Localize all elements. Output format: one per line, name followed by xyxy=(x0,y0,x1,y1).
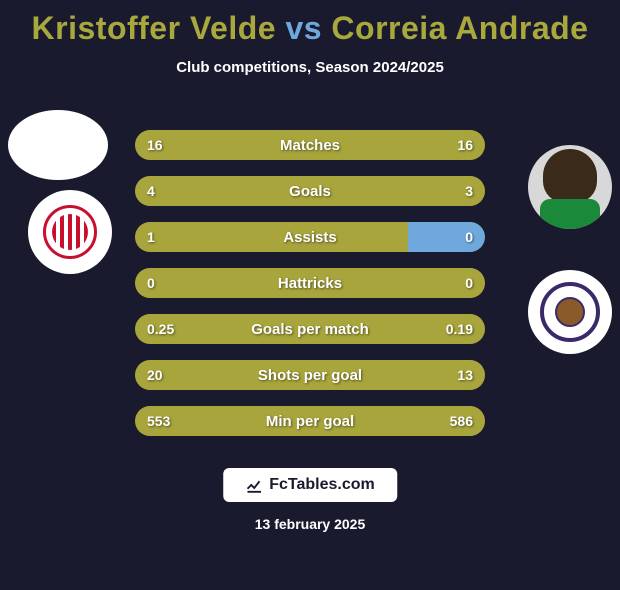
stat-value-left: 20 xyxy=(147,360,163,390)
stats-container: Matches1616Goals43Assists10Hattricks00Go… xyxy=(135,130,485,452)
player1-club-badge xyxy=(28,190,112,274)
stat-value-right: 0 xyxy=(465,268,473,298)
footer-date: 13 february 2025 xyxy=(0,516,620,532)
stat-row: Goals per match0.25 0.19 xyxy=(135,314,485,344)
stat-label: Assists xyxy=(135,222,485,252)
stat-value-right: 0 xyxy=(465,222,473,252)
player1-avatar xyxy=(8,110,108,180)
stat-value-left: 0 xyxy=(147,268,155,298)
brand-badge: FcTables.com xyxy=(223,468,397,502)
stat-value-right: 16 xyxy=(457,130,473,160)
stat-value-left: 16 xyxy=(147,130,163,160)
stat-label: Goals per match xyxy=(135,314,485,344)
subtitle: Club competitions, Season 2024/2025 xyxy=(0,59,620,76)
stat-value-right: 586 xyxy=(450,406,473,436)
olympiacos-badge-icon xyxy=(43,205,97,259)
stat-value-left: 0.25 xyxy=(147,314,174,344)
stat-value-left: 553 xyxy=(147,406,170,436)
brand-text: FcTables.com xyxy=(269,476,375,494)
stat-value-right: 3 xyxy=(465,176,473,206)
stat-row: Assists1 0 xyxy=(135,222,485,252)
stat-label: Matches xyxy=(135,130,485,160)
stat-value-left: 4 xyxy=(147,176,155,206)
page-title: Kristoffer Velde vs Correia Andrade xyxy=(0,10,620,47)
stat-label: Goals xyxy=(135,176,485,206)
stat-value-right: 0.19 xyxy=(446,314,473,344)
stat-row: Goals4 3 xyxy=(135,176,485,206)
title-player1: Kristoffer Velde xyxy=(32,10,277,46)
stat-label: Hattricks xyxy=(135,268,485,298)
chart-icon xyxy=(245,476,263,494)
player2-avatar xyxy=(528,145,612,229)
qarabag-badge-icon xyxy=(540,282,600,342)
stat-value-right: 13 xyxy=(457,360,473,390)
player2-club-badge xyxy=(528,270,612,354)
title-vs: vs xyxy=(285,10,322,46)
stat-label: Shots per goal xyxy=(135,360,485,390)
stat-row: Matches16 16 xyxy=(135,130,485,160)
stat-label: Min per goal xyxy=(135,406,485,436)
stat-row: Shots per goal20 13 xyxy=(135,360,485,390)
stat-row: Min per goal553 586 xyxy=(135,406,485,436)
stat-value-left: 1 xyxy=(147,222,155,252)
stat-row: Hattricks0 0 xyxy=(135,268,485,298)
title-player2: Correia Andrade xyxy=(331,10,588,46)
